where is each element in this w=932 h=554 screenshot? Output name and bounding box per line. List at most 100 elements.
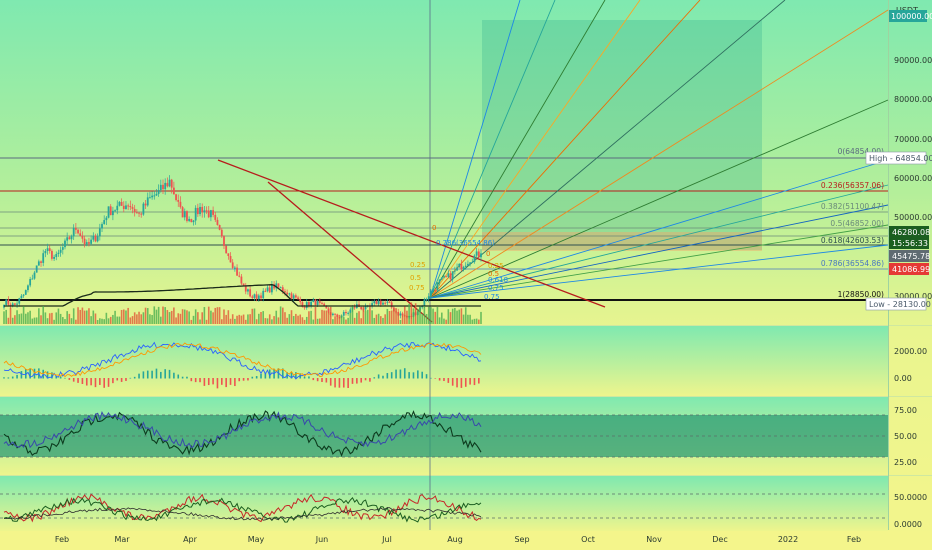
candle: [334, 313, 336, 315]
candle: [190, 218, 193, 223]
candle: [44, 251, 47, 254]
time-tick: Dec: [712, 535, 727, 544]
candle: [72, 227, 75, 237]
volume-bar: [214, 307, 217, 324]
macd-histogram-bar: [234, 378, 236, 387]
volume-bar: [454, 307, 456, 324]
volume-bar: [295, 313, 297, 324]
candle: [68, 237, 71, 240]
volume-bar: [68, 313, 71, 324]
candle: [59, 249, 62, 253]
volume-bar: [133, 312, 136, 324]
volume-bar: [114, 310, 116, 324]
candle: [168, 179, 171, 187]
candle: [144, 203, 147, 206]
volume-bar: [366, 309, 369, 324]
red-badge-bg: [889, 263, 929, 275]
candle: [377, 300, 380, 305]
macd-histogram-bar: [103, 378, 105, 388]
volume-bar: [427, 306, 430, 324]
volume-bar: [393, 308, 395, 324]
volume-bar: [469, 314, 471, 324]
volume-bar: [408, 303, 410, 324]
candle: [40, 261, 42, 263]
volume-bar: [64, 319, 66, 324]
volume-bar: [138, 311, 140, 324]
macd-histogram-bar: [51, 372, 53, 379]
volume-bar: [358, 311, 360, 324]
macd-histogram-bar: [68, 378, 71, 380]
candle: [268, 287, 271, 293]
volume-bar: [475, 318, 478, 324]
candle: [13, 303, 16, 305]
volume-bar: [273, 316, 275, 324]
volume-bar: [183, 309, 186, 324]
volume-bar: [447, 309, 450, 324]
macd-histogram-bar: [116, 378, 119, 381]
volume-bar: [430, 307, 432, 324]
candle: [273, 284, 275, 289]
volume-bar: [275, 310, 278, 324]
volume-bar: [85, 310, 88, 324]
volume-bar: [131, 316, 134, 324]
moving-average-line: [4, 284, 481, 307]
candle: [194, 207, 197, 221]
volume-bar: [353, 317, 356, 324]
candle: [116, 205, 119, 211]
price-tick: 70000.00: [894, 135, 932, 144]
candle: [127, 205, 130, 207]
volume-bar: [264, 318, 267, 324]
volume-bar: [464, 307, 467, 324]
macd-histogram-bar: [129, 377, 132, 379]
candle: [353, 307, 356, 309]
candle: [277, 283, 280, 288]
candle: [336, 314, 339, 318]
volume-bar: [227, 310, 230, 324]
macd-histogram-bar: [64, 377, 66, 379]
volume-bar: [75, 319, 77, 324]
macd-histogram-bar: [369, 378, 371, 382]
candle: [3, 304, 5, 308]
candle: [151, 195, 154, 198]
volume-bar: [236, 315, 238, 324]
candle: [149, 197, 151, 199]
macd-histogram-bar: [342, 378, 345, 388]
candle: [157, 190, 160, 194]
candle: [308, 302, 310, 307]
candle: [236, 267, 238, 276]
macd-histogram-bar: [373, 377, 376, 379]
macd-histogram-bar: [133, 376, 136, 379]
volume-bar: [240, 315, 243, 324]
volume-bar: [177, 313, 180, 324]
small-fib-label: 0.75: [484, 293, 500, 301]
candle: [399, 313, 402, 316]
volume-bar: [281, 307, 284, 324]
gann-fan: [429, 0, 889, 299]
macd-histogram-bar: [321, 378, 323, 382]
candle: [177, 200, 180, 202]
low-tag-bg: [865, 297, 927, 311]
candle: [129, 206, 132, 208]
macd-histogram-bar: [434, 378, 437, 379]
macd-histogram-bar: [364, 378, 367, 381]
candle: [238, 275, 241, 277]
macd-histogram-bar: [303, 376, 306, 379]
candle: [436, 282, 439, 290]
top-badge: 100000.00: [891, 12, 932, 21]
candle: [112, 210, 114, 216]
volume-bar: [403, 306, 406, 324]
candle: [434, 289, 437, 291]
candle: [114, 210, 116, 212]
volume-bar: [27, 312, 29, 324]
macd-histogram-bar: [425, 374, 428, 379]
candle: [162, 184, 164, 190]
candle: [77, 229, 79, 234]
volume-bar: [66, 311, 68, 324]
macd-histogram-bar: [430, 377, 432, 379]
candle: [48, 248, 51, 251]
candle: [155, 193, 158, 196]
low-tag: Low - 28130.00: [869, 300, 931, 309]
candle: [170, 179, 173, 188]
candle: [118, 201, 121, 206]
